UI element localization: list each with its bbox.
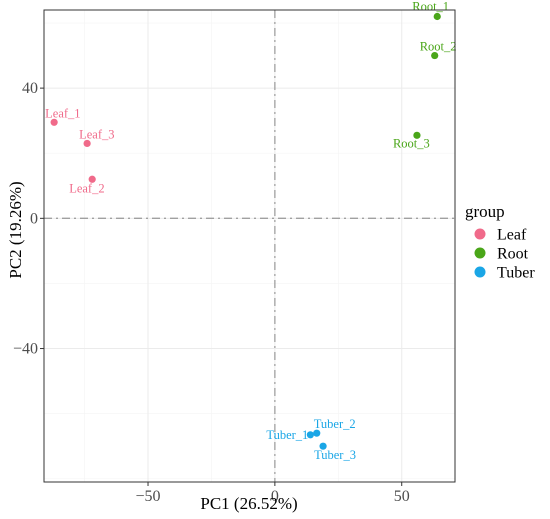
y-axis-title: PC2 (19.26%) [6,181,25,278]
point-labels: Leaf_1 Leaf_3 Leaf_2 Root_1 Root_2 Root_3 Tube… [45,0,456,462]
data-point [50,118,58,126]
data-point [313,429,321,437]
zero-reference-lines [44,10,455,482]
legend-key-leaf [474,228,486,240]
data-point [83,139,91,148]
data-point [431,51,439,60]
data-points [50,12,441,450]
legend: group Leaf Root Tuber [465,202,535,282]
point-label: Root_3 [393,136,430,150]
minor-gridlines [44,10,455,482]
y-axis-ticks: −40 0 40 [13,80,44,358]
data-point [433,12,441,21]
point-label: Root_2 [420,40,457,54]
legend-title: group [465,202,505,221]
data-point [413,131,421,139]
legend-label-leaf: Leaf [497,227,527,244]
x-tick-label: 50 [394,488,410,505]
legend-key-root [474,247,486,259]
legend-label-root: Root [497,246,529,263]
y-tick-label: −40 [13,341,38,358]
point-label: Tuber_1 [266,428,308,442]
data-point [306,431,314,439]
x-tick-label: −50 [136,488,161,505]
y-tick-label: 0 [30,210,38,227]
x-axis-ticks: −50 0 50 [136,482,410,505]
data-point [319,442,327,450]
data-point [88,175,96,183]
legend-entries: Leaf Root Tuber [474,227,535,282]
legend-key-tuber [474,266,486,278]
point-label: Tuber_2 [314,417,356,431]
point-label: Leaf_2 [69,181,104,195]
point-label: Leaf_3 [79,127,114,141]
x-tick-label: 0 [271,488,279,505]
x-axis-title: PC1 (26.52%) [200,494,297,513]
legend-label-tuber: Tuber [497,265,535,282]
plot-panel-border [43,9,456,483]
point-label: Root_1 [412,0,449,14]
point-label: Leaf_1 [45,106,80,120]
y-tick-label: 40 [22,80,38,97]
point-label: Tuber_3 [314,448,356,462]
